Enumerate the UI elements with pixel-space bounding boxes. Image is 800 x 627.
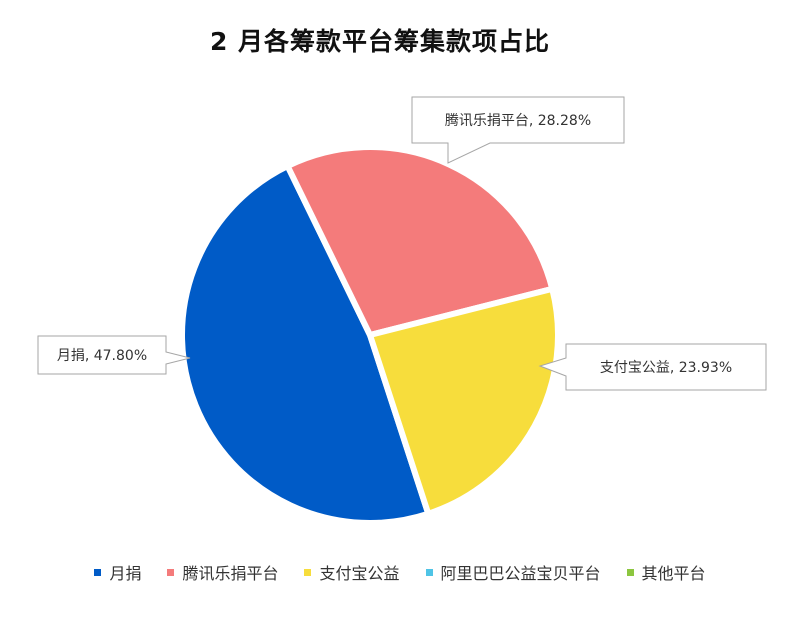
pie-slice-2 [367, 285, 561, 517]
data-label-text-0: 月捐, 47.80% [57, 348, 147, 364]
data-label-2: 支付宝公益, 23.93% [538, 343, 767, 391]
legend-marker-2 [304, 568, 312, 576]
legend-label-2: 支付宝公益 [319, 564, 400, 583]
pie-slice-1 [284, 144, 556, 338]
legend-label-3: 阿里巴巴公益宝贝平台 [440, 564, 601, 583]
legend-item-3: 阿里巴巴公益宝贝平台 [425, 560, 601, 584]
data-label-text-2: 支付宝公益, 23.93% [600, 360, 732, 376]
legend-item-2: 支付宝公益 [304, 560, 400, 584]
legend-label-1: 腾讯乐捐平台 [182, 564, 279, 583]
legend-item-4: 其他平台 [626, 560, 706, 584]
chart-title: 2 月各筹款平台筹集款项占比 [209, 27, 551, 56]
data-label-0: 月捐, 47.80% [37, 335, 191, 375]
legend-item-1: 腾讯乐捐平台 [167, 560, 278, 584]
legend-marker-1 [167, 568, 175, 576]
data-label-1: 腾讯乐捐平台, 28.28% [411, 96, 625, 164]
data-label-text-1: 腾讯乐捐平台, 28.28% [445, 112, 591, 129]
legend: 月捐 腾讯乐捐平台 支付宝公益 阿里巴巴公益宝贝平台 其他平台 [0, 560, 800, 584]
pie-slice-0 [179, 163, 432, 526]
legend-label-0: 月捐 [109, 564, 142, 583]
legend-marker-4 [626, 568, 634, 576]
legend-marker-0 [94, 568, 102, 576]
legend-marker-3 [425, 568, 433, 576]
legend-label-4: 其他平台 [641, 564, 706, 583]
legend-item-0: 月捐 [94, 560, 141, 584]
